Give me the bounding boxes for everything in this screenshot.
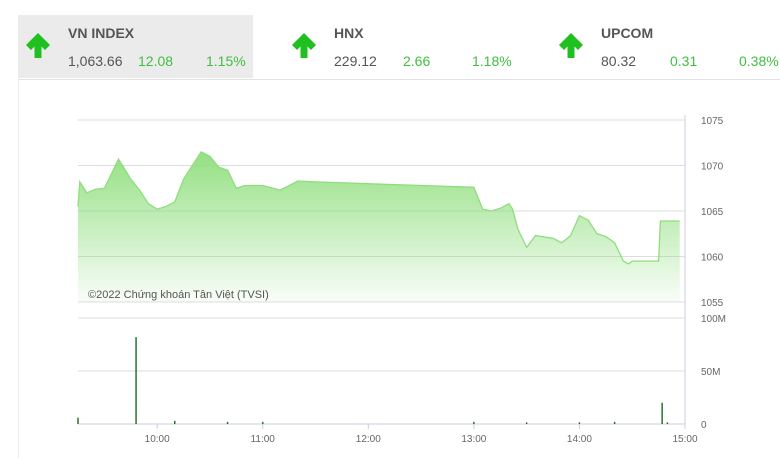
price-tick-label: 1060: [701, 253, 724, 264]
volume-bar: [661, 402, 663, 424]
index-change: 2.66: [403, 53, 431, 69]
index-panel-vnindex[interactable]: VN INDEX 1,063.66 12.08 1.15%: [18, 15, 253, 78]
volume-tick-label: 100M: [701, 314, 726, 325]
volume-bar: [135, 337, 137, 424]
volume-bar: [666, 422, 669, 424]
volume-bar: [578, 422, 581, 424]
index-name: UPCOM: [601, 25, 654, 41]
index-panel-upcom[interactable]: UPCOM 80.32 0.31 0.38%: [551, 15, 780, 78]
volume-bar: [473, 421, 475, 424]
arrow-up-icon: [26, 33, 50, 58]
header-divider: [18, 79, 780, 80]
volume-bar: [525, 422, 528, 424]
time-tick-label: 13:00: [461, 434, 486, 445]
volume-bar: [174, 420, 176, 424]
index-change: 12.08: [138, 53, 174, 69]
arrow-up-icon: [292, 33, 316, 58]
price-tick-label: 1075: [701, 116, 724, 127]
price-area: [78, 151, 680, 302]
index-change: 0.31: [670, 53, 698, 69]
time-tick-label: 11:00: [251, 434, 276, 445]
chart-border: [18, 80, 19, 458]
price-line: [77, 150, 680, 265]
time-tick-label: 10:00: [145, 434, 170, 445]
volume-tick-label: 0: [701, 420, 707, 431]
volume-bar: [262, 421, 264, 424]
volume-tick-label: 50M: [701, 367, 720, 378]
index-name: VN INDEX: [68, 25, 135, 41]
index-name: HNX: [334, 25, 364, 41]
time-tick-label: 12:00: [356, 434, 381, 445]
index-value: 1,063.66: [68, 53, 123, 69]
watermark: ©2022 Chứng khoán Tân Việt (TVSI): [88, 289, 269, 301]
index-panel-hnx[interactable]: HNX 229.12 2.66 1.18%: [284, 15, 534, 78]
index-value: 229.12: [334, 53, 377, 69]
index-percent: 0.38%: [739, 53, 779, 69]
volume-bar: [226, 421, 229, 424]
price-tick-label: 1070: [701, 162, 724, 173]
time-tick-label: 14:00: [567, 434, 592, 445]
price-tick-label: 1055: [701, 298, 724, 309]
index-value: 80.32: [601, 53, 637, 69]
volume-bar: [77, 417, 79, 424]
price-tick-label: 1065: [701, 207, 724, 218]
volume-bar: [613, 421, 616, 424]
index-percent: 1.18%: [472, 53, 512, 69]
index-percent: 1.15%: [206, 53, 246, 69]
time-tick-label: 15:00: [672, 434, 697, 445]
arrow-up-icon: [559, 33, 583, 58]
